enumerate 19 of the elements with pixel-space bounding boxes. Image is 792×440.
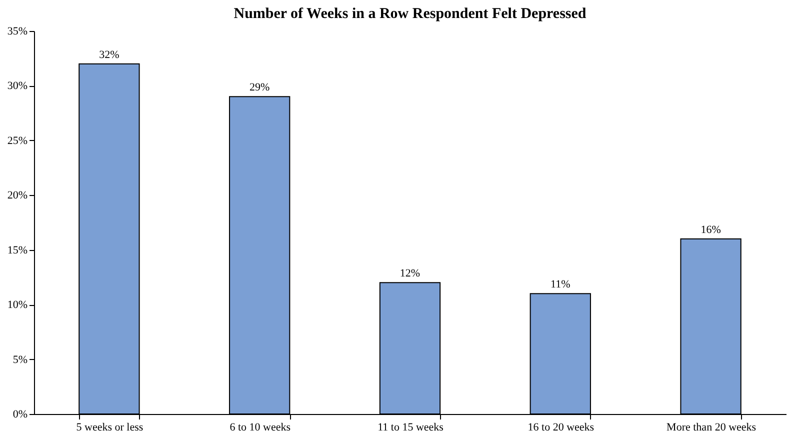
y-tick-label: 30%: [7, 80, 28, 92]
y-tick-label: 10%: [7, 299, 28, 312]
y-tick-label: 0%: [12, 408, 28, 420]
chart-title: Number of Weeks in a Row Respondent Felt Depressed: [234, 6, 587, 22]
x-tick-label: 5 weeks or less: [76, 422, 144, 434]
y-tick-label: 5%: [12, 354, 28, 366]
data-label: 12%: [400, 268, 420, 280]
data-label: 32%: [99, 48, 120, 61]
y-tick-label: 20%: [7, 190, 28, 202]
data-label: 16%: [700, 224, 721, 236]
x-tick-label: More than 20 weeks: [666, 422, 756, 434]
y-tick-label: 25%: [7, 134, 28, 147]
x-tick-label: 6 to 10 weeks: [230, 422, 290, 434]
x-tick-label: 16 to 20 weeks: [528, 422, 594, 434]
data-label: 29%: [250, 82, 270, 94]
y-tick-label: 15%: [7, 244, 28, 256]
y-tick-label: 35%: [7, 26, 28, 38]
x-tick-label: 11 to 15 weeks: [378, 422, 444, 434]
data-label: 11%: [550, 278, 570, 291]
